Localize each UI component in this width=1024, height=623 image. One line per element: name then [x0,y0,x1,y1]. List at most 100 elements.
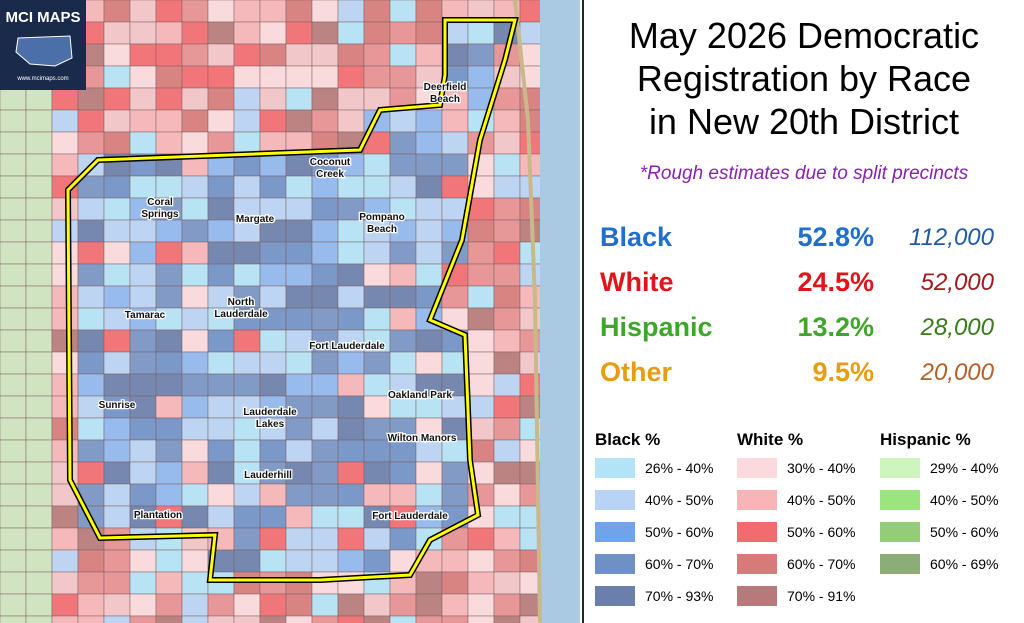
precinct [415,263,443,287]
precinct [415,0,443,23]
precinct [129,439,157,463]
precinct [103,593,131,617]
precinct [51,395,79,419]
precinct [441,571,469,595]
precinct [155,131,183,155]
precinct [103,285,131,309]
stat-percent: 13.2% [797,312,874,342]
precinct [51,571,79,595]
precinct [493,483,521,507]
precinct [441,153,469,177]
precinct [129,65,157,89]
coastline [513,0,542,623]
precinct [0,219,27,243]
precinct [493,593,521,617]
precinct [311,593,339,617]
precinct [259,241,287,265]
precinct [337,43,365,67]
precinct [493,307,521,331]
precinct [389,351,417,375]
stat-percent: 52.8% [797,222,874,252]
precinct [467,329,495,353]
precinct [389,593,417,617]
precinct [181,109,209,133]
precinct [207,109,235,133]
precinct [103,0,131,23]
precinct [25,241,53,265]
precinct [415,131,443,155]
note: *Rough estimates due to split precincts [639,163,969,184]
precinct [337,0,365,23]
precinct [233,131,261,155]
precinct [233,43,261,67]
precinct [129,109,157,133]
precinct [493,329,521,353]
precinct [77,373,105,397]
precinct [51,263,79,287]
precinct [311,219,339,243]
precinct [311,549,339,573]
precinct [311,197,339,221]
precinct [259,373,287,397]
precinct [337,439,365,463]
precinct [181,21,209,45]
ocean [540,0,580,623]
precinct [77,307,105,331]
precinct [51,197,79,221]
precinct [259,329,287,353]
precinct [337,549,365,573]
precinct [207,263,235,287]
precinct [103,505,131,529]
precinct [259,263,287,287]
district-outline [66,18,517,582]
precinct [467,307,495,331]
precinct [129,87,157,111]
precinct [233,65,261,89]
precinct [77,263,105,287]
legend-header: White % [737,430,804,449]
precinct [389,0,417,23]
precinct [103,175,131,199]
precinct [441,483,469,507]
precinct [415,615,443,623]
precinct [155,241,183,265]
precinct [415,593,443,617]
precinct [155,43,183,67]
precinct [337,527,365,551]
precinct [103,329,131,353]
precinct [337,483,365,507]
precinct [0,505,27,529]
precinct [51,505,79,529]
precinct [155,395,183,419]
precinct [259,175,287,199]
precinct [155,549,183,573]
precinct [259,549,287,573]
precinct [25,439,53,463]
precinct [51,417,79,441]
precinct [311,0,339,23]
precinct [103,131,131,155]
precinct [155,351,183,375]
precinct [467,351,495,375]
precinct [77,571,105,595]
precinct [155,373,183,397]
precinct [155,571,183,595]
precinct [155,285,183,309]
stat-name: White [600,267,674,297]
precinct [181,131,209,155]
city-label: Lauderhill [244,470,292,481]
precinct [0,351,27,375]
precinct [155,439,183,463]
legend-label: 26% - 40% [645,460,714,476]
precinct [337,307,365,331]
precinct [77,285,105,309]
precinct [311,263,339,287]
precinct [155,109,183,133]
precinct [285,351,313,375]
precinct [493,131,521,155]
precinct [259,527,287,551]
precinct [0,549,27,573]
precinct [363,65,391,89]
precinct [233,175,261,199]
precinct [51,593,79,617]
